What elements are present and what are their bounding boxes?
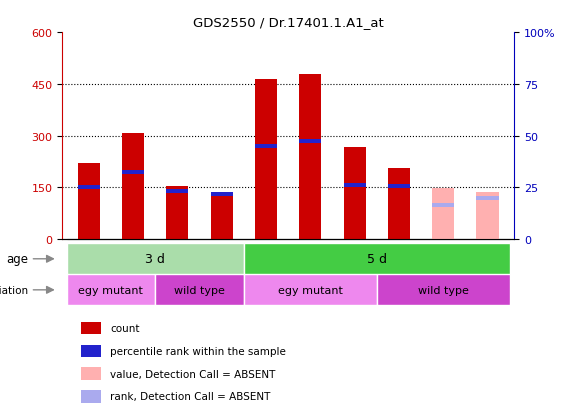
Text: rank, Detection Call = ABSENT: rank, Detection Call = ABSENT: [110, 392, 271, 401]
Text: count: count: [110, 323, 140, 333]
Bar: [166, 186, 189, 240]
Text: genotype/variation: genotype/variation: [0, 285, 28, 295]
Bar: [67, 244, 244, 275]
Bar: [432, 203, 454, 207]
Text: wild type: wild type: [174, 285, 225, 295]
Bar: [344, 183, 366, 187]
Bar: [81, 345, 101, 357]
Bar: [476, 192, 499, 240]
Bar: [299, 74, 321, 240]
Bar: [77, 164, 100, 240]
Bar: [77, 186, 100, 190]
Bar: [211, 193, 233, 197]
Bar: [122, 133, 144, 240]
Bar: [388, 169, 410, 240]
Bar: [344, 147, 366, 240]
Text: egy mutant: egy mutant: [79, 285, 144, 295]
Text: 3 d: 3 d: [145, 253, 165, 266]
Text: wild type: wild type: [418, 285, 469, 295]
Bar: [377, 275, 510, 306]
Bar: [166, 189, 189, 193]
Text: value, Detection Call = ABSENT: value, Detection Call = ABSENT: [110, 369, 276, 379]
Bar: [255, 79, 277, 240]
Bar: [81, 390, 101, 403]
Bar: [255, 145, 277, 149]
Text: 5 d: 5 d: [367, 253, 387, 266]
Bar: [432, 189, 454, 240]
Bar: [211, 195, 233, 240]
Bar: [122, 170, 144, 174]
Bar: [244, 275, 377, 306]
Bar: [155, 275, 244, 306]
Text: egy mutant: egy mutant: [278, 285, 343, 295]
Bar: [244, 244, 510, 275]
Bar: [67, 275, 155, 306]
Text: percentile rank within the sample: percentile rank within the sample: [110, 346, 286, 356]
Bar: [388, 185, 410, 189]
Text: age: age: [6, 253, 28, 266]
Bar: [81, 322, 101, 335]
Bar: [81, 368, 101, 380]
Bar: [476, 196, 499, 200]
Title: GDS2550 / Dr.17401.1.A1_at: GDS2550 / Dr.17401.1.A1_at: [193, 16, 384, 29]
Bar: [299, 140, 321, 143]
